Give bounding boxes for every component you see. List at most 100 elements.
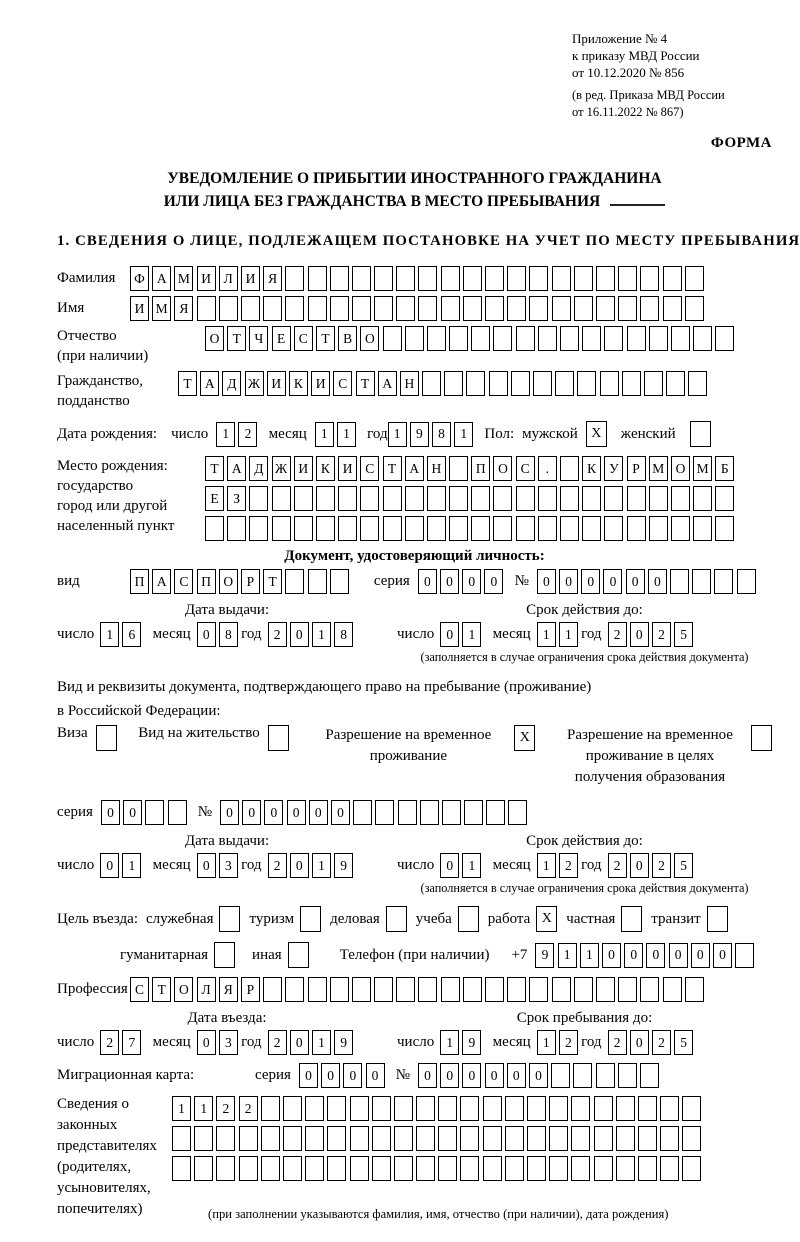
char-cell[interactable] [449, 486, 469, 511]
char-cell[interactable] [493, 516, 513, 541]
char-cell[interactable] [617, 1063, 637, 1088]
char-cell[interactable] [360, 486, 380, 511]
char-cell[interactable]: М [648, 456, 668, 481]
char-cell[interactable]: 8 [218, 622, 238, 647]
char-cell[interactable]: 1 [194, 1096, 214, 1121]
char-cell[interactable] [493, 326, 513, 351]
char-cell[interactable] [418, 266, 438, 291]
char-cell[interactable] [449, 516, 469, 541]
char-cell[interactable]: 0 [196, 622, 216, 647]
char-cell[interactable]: О [670, 456, 690, 481]
char-cell[interactable]: Р [240, 977, 260, 1002]
char-cell[interactable] [438, 1126, 458, 1151]
char-cell[interactable] [537, 516, 557, 541]
char-cell[interactable]: 0 [440, 569, 459, 594]
char-cell[interactable] [393, 1126, 413, 1151]
char-cell[interactable] [527, 1096, 546, 1121]
char-cell[interactable] [349, 1156, 369, 1181]
char-cell[interactable] [440, 266, 460, 291]
char-cell[interactable] [305, 1126, 325, 1151]
char-cell[interactable] [393, 1096, 413, 1121]
char-cell[interactable] [560, 516, 579, 541]
char-cell[interactable] [449, 456, 469, 481]
char-cell[interactable]: 0 [484, 569, 504, 594]
char-cell[interactable]: 0 [462, 1063, 482, 1088]
char-cell[interactable] [460, 1126, 480, 1151]
char-cell[interactable] [338, 486, 358, 511]
char-cell[interactable] [504, 1126, 524, 1151]
temp-residence-checkbox[interactable]: X [514, 725, 536, 751]
char-cell[interactable]: 0 [506, 1063, 526, 1088]
char-cell[interactable] [371, 1156, 391, 1181]
char-cell[interactable] [549, 1156, 569, 1181]
char-cell[interactable]: 6 [122, 622, 142, 647]
char-cell[interactable]: 1 [536, 853, 556, 878]
char-cell[interactable]: Я [218, 977, 238, 1002]
sex-female-checkbox[interactable] [689, 421, 711, 447]
purpose-other-checkbox[interactable] [287, 942, 309, 968]
char-cell[interactable] [285, 296, 305, 321]
char-cell[interactable] [736, 569, 756, 594]
char-cell[interactable] [504, 1096, 524, 1121]
char-cell[interactable]: 2 [267, 622, 287, 647]
purpose-official-checkbox[interactable] [219, 906, 241, 932]
char-cell[interactable] [216, 1126, 236, 1151]
char-cell[interactable] [693, 516, 713, 541]
char-cell[interactable]: Д [222, 371, 242, 396]
char-cell[interactable]: Л [218, 266, 238, 291]
char-cell[interactable] [416, 1126, 436, 1151]
char-cell[interactable] [404, 326, 424, 351]
char-cell[interactable]: 2 [267, 853, 287, 878]
char-cell[interactable] [515, 516, 535, 541]
char-cell[interactable] [444, 371, 464, 396]
char-cell[interactable] [621, 371, 641, 396]
char-cell[interactable] [282, 1126, 302, 1151]
char-cell[interactable]: 0 [712, 942, 732, 968]
char-cell[interactable] [682, 1156, 702, 1181]
char-cell[interactable] [515, 486, 535, 511]
char-cell[interactable]: З [227, 486, 247, 511]
char-cell[interactable]: И [311, 371, 331, 396]
char-cell[interactable] [260, 1156, 280, 1181]
char-cell[interactable] [582, 516, 602, 541]
char-cell[interactable] [393, 1156, 413, 1181]
char-cell[interactable]: 0 [308, 800, 328, 825]
char-cell[interactable] [471, 486, 491, 511]
char-cell[interactable]: О [218, 569, 238, 594]
char-cell[interactable] [485, 296, 504, 321]
char-cell[interactable] [404, 486, 424, 511]
char-cell[interactable] [396, 266, 416, 291]
char-cell[interactable]: 9 [462, 1030, 482, 1055]
char-cell[interactable]: 2 [651, 1030, 671, 1055]
char-cell[interactable] [571, 1156, 591, 1181]
purpose-humanitarian-checkbox[interactable] [214, 942, 236, 968]
char-cell[interactable]: 1 [454, 421, 474, 447]
char-cell[interactable]: 0 [668, 942, 688, 968]
char-cell[interactable] [416, 1096, 436, 1121]
char-cell[interactable]: 0 [365, 1063, 385, 1088]
char-cell[interactable]: 2 [267, 1030, 287, 1055]
char-cell[interactable]: 1 [462, 853, 482, 878]
char-cell[interactable] [462, 977, 482, 1002]
char-cell[interactable] [692, 569, 712, 594]
char-cell[interactable] [307, 266, 327, 291]
char-cell[interactable] [573, 1063, 593, 1088]
char-cell[interactable] [282, 1096, 302, 1121]
char-cell[interactable]: 9 [334, 853, 354, 878]
char-cell[interactable] [593, 1156, 613, 1181]
char-cell[interactable] [537, 326, 557, 351]
char-cell[interactable] [375, 800, 395, 825]
char-cell[interactable] [460, 1096, 480, 1121]
char-cell[interactable]: 0 [440, 853, 460, 878]
temp-residence-education-checkbox[interactable] [750, 725, 772, 751]
char-cell[interactable] [508, 800, 528, 825]
char-cell[interactable]: С [360, 456, 380, 481]
char-cell[interactable]: С [130, 977, 149, 1002]
char-cell[interactable]: И [130, 296, 149, 321]
char-cell[interactable] [466, 371, 486, 396]
char-cell[interactable] [293, 516, 313, 541]
char-cell[interactable]: 2 [216, 1096, 236, 1121]
char-cell[interactable] [371, 1126, 391, 1151]
char-cell[interactable]: 0 [100, 800, 120, 825]
char-cell[interactable] [167, 800, 187, 825]
